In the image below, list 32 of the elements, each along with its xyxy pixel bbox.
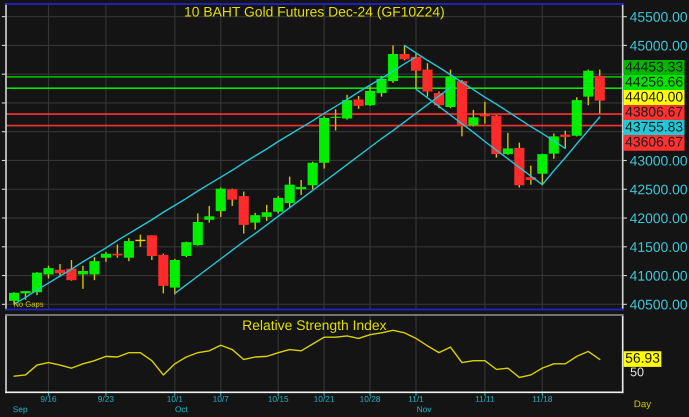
y-tick-label: 45000.00 [630,40,688,51]
x-tick-label: 11/18 [532,396,552,402]
text: 44040.00 [625,92,683,102]
chart-title: 10 BAHT Gold Futures Dec-24 (GF10Z24) [185,6,444,20]
chart-title: Relative Strength Index [243,320,386,333]
x-tick-label: 9/23 [98,396,114,402]
data-label: 43755.83 [625,122,682,132]
x-tick-label: 10/7 [213,396,228,402]
x-tick-label: 10/28 [360,396,380,402]
text: Nov [417,406,432,412]
text: Oct [175,406,188,412]
x-tick-label: 10/21 [314,396,334,402]
x-tick-label: 11/11 [476,396,494,402]
ref-line-label: 44453.33 [625,62,682,72]
y-tick-label: 43000.00 [630,156,688,166]
ref-line-label: 44256.66 [625,76,682,87]
legend-label: 43606.67 [625,136,682,147]
text: 50 [630,367,644,376]
text: Sep [13,406,28,414]
x-tick-label: 10/1 [167,396,183,402]
y-tick-label: 40500.00 [630,300,688,310]
x-tick-label: 9/16 [40,396,56,402]
text: 56.93 [626,352,660,363]
y-tick-label: 42500.00 [630,184,688,194]
y-tick-label: 41000.00 [630,270,688,281]
y-tick-label: 45500.00 [630,12,688,22]
ref-line-label: 43806.67 [625,106,682,117]
x-tick-label: 11/1 [408,396,424,402]
y-tick-label: 42000.00 [630,213,688,224]
x-tick-label: 10/15 [268,396,288,402]
y-tick-label: 41500.00 [630,242,688,252]
text: Day [634,400,652,410]
